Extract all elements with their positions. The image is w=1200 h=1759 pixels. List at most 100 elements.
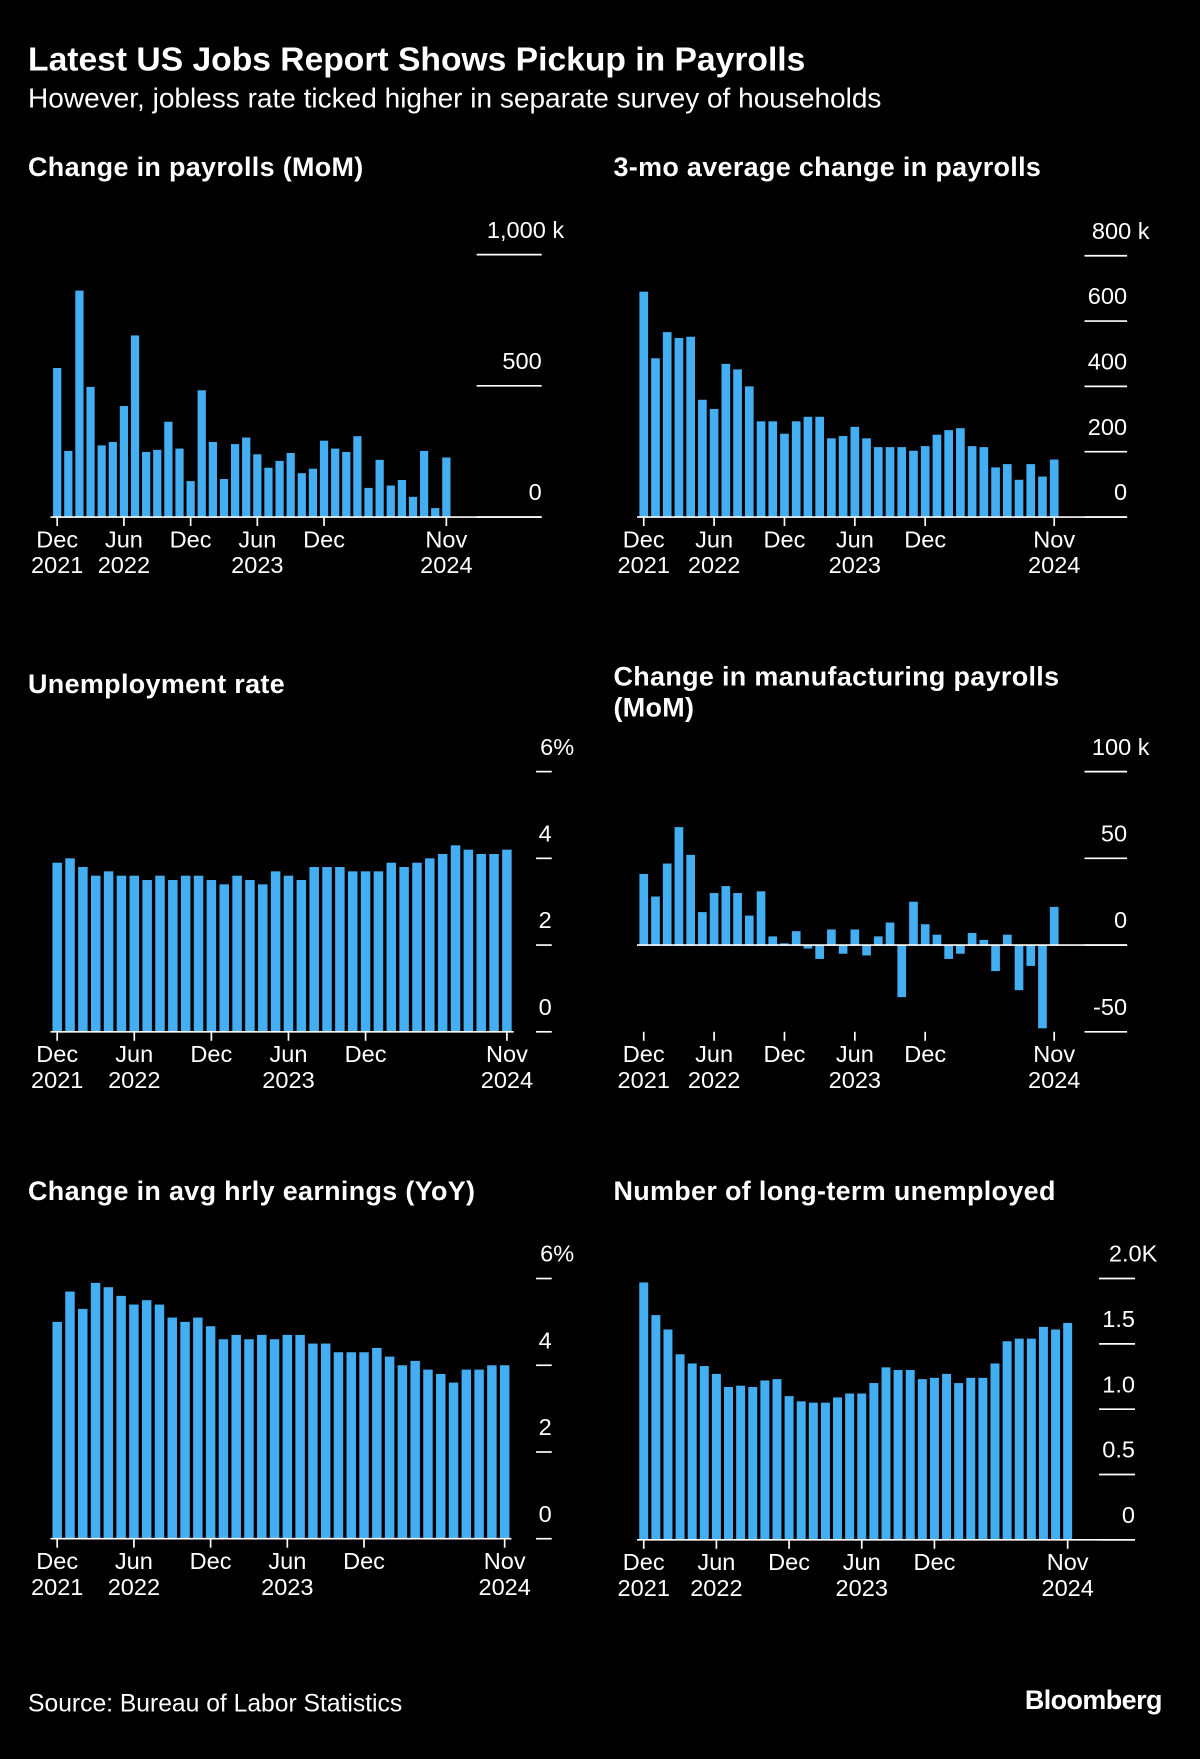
bar xyxy=(270,871,281,1032)
bar xyxy=(791,931,801,946)
bar xyxy=(942,1373,952,1540)
x-tick-label: Dec xyxy=(904,527,947,553)
bar xyxy=(1014,945,1024,991)
bar xyxy=(990,1363,1000,1540)
y-tick-label: 0.5 xyxy=(1102,1437,1135,1463)
bar xyxy=(639,291,649,518)
bar xyxy=(474,1369,484,1539)
x-tick-label-box: Jun 2022 xyxy=(108,1042,160,1094)
bar xyxy=(1049,459,1059,518)
bar xyxy=(476,854,486,1032)
bar xyxy=(1051,1329,1061,1540)
x-tick-label: Dec xyxy=(904,1041,947,1068)
x-tick-label-box: Jun 2022 xyxy=(688,1042,740,1094)
y-tick-label: 2 xyxy=(539,907,552,933)
bar xyxy=(86,386,95,518)
x-tick-label: Dec xyxy=(343,1548,385,1575)
bar xyxy=(65,1291,75,1539)
bar xyxy=(881,1367,891,1540)
x-tick-label: Dec 2021 xyxy=(30,1548,84,1601)
bar xyxy=(308,468,318,518)
bar xyxy=(75,290,84,518)
bar xyxy=(364,487,373,518)
bar xyxy=(711,1373,721,1540)
bar xyxy=(342,451,351,518)
bar xyxy=(815,945,824,959)
panel-title-box: Change in manufacturing payrolls (MoM) xyxy=(613,662,1059,724)
bar xyxy=(827,438,836,518)
bar xyxy=(833,1397,843,1540)
bar xyxy=(897,945,907,998)
y-tick-label: 0 xyxy=(529,479,542,505)
bar xyxy=(119,406,129,518)
bar xyxy=(436,1373,446,1539)
panel-title-box: 3-mo average change in payrolls xyxy=(613,153,1040,183)
bar xyxy=(359,1352,369,1539)
bar xyxy=(245,880,255,1032)
bar xyxy=(967,446,977,518)
y-tick-label: 1,000 k xyxy=(487,217,564,243)
bar xyxy=(857,1393,867,1540)
x-tick-label-box: Nov 2024 xyxy=(481,1042,533,1094)
x-tick-label-box: Jun 2023 xyxy=(828,1041,882,1094)
bar xyxy=(744,386,754,518)
bar xyxy=(116,1295,126,1539)
bar xyxy=(709,893,719,946)
bar xyxy=(845,1393,855,1540)
x-tick-label-box: Nov 2024 xyxy=(1028,1042,1080,1094)
x-tick-label-box: Dec xyxy=(343,1548,385,1575)
bar xyxy=(1063,1322,1073,1540)
x-tick-label-box: Dec 2021 xyxy=(30,1548,84,1601)
bar xyxy=(297,473,306,518)
bar xyxy=(437,854,448,1032)
bar xyxy=(218,1339,229,1539)
x-tick-label: Dec xyxy=(913,1549,956,1576)
bar xyxy=(944,430,953,518)
bar xyxy=(90,1282,101,1539)
bar xyxy=(420,450,429,518)
bar xyxy=(180,875,191,1032)
bar xyxy=(639,1282,649,1540)
y-tick-label: -50 xyxy=(1093,994,1127,1020)
panel-title-box: Number of long-term unemployed xyxy=(613,1176,1055,1206)
bar xyxy=(791,421,801,518)
x-tick-label-box: Jun 2023 xyxy=(231,527,283,579)
x-tick-label: Dec 2021 xyxy=(30,527,84,579)
bar xyxy=(258,884,268,1032)
bar xyxy=(230,444,240,518)
bar xyxy=(932,434,942,518)
bar xyxy=(803,416,813,518)
bar xyxy=(862,438,871,518)
bar xyxy=(308,1343,318,1539)
y-tick-label: 0 xyxy=(1114,907,1127,933)
bar xyxy=(772,1379,782,1540)
bar xyxy=(820,1402,830,1540)
x-tick-label-box: Nov 2024 xyxy=(478,1549,530,1601)
y-tick-label: 0 xyxy=(539,994,552,1020)
x-tick-label: Nov 2024 xyxy=(1041,1549,1094,1602)
bar xyxy=(448,1382,459,1539)
bar xyxy=(193,875,204,1032)
y-tick-label: 200 xyxy=(1088,414,1127,440)
y-tick-label: 1.5 xyxy=(1102,1306,1135,1332)
bar xyxy=(1002,464,1012,518)
bar xyxy=(967,932,977,946)
bar xyxy=(893,1369,903,1540)
x-tick-label: Jun 2023 xyxy=(828,1041,882,1094)
bar xyxy=(164,421,173,518)
x-tick-label: Jun 2023 xyxy=(262,1041,315,1094)
panel-title-box: Change in payrolls (MoM) xyxy=(28,153,363,183)
bar xyxy=(1026,1338,1036,1540)
bar xyxy=(954,1383,964,1540)
bar xyxy=(932,934,942,946)
x-tick-label: Dec xyxy=(763,527,806,553)
bar xyxy=(64,450,73,518)
bar xyxy=(699,1366,709,1540)
x-tick-label-box: Nov 2024 xyxy=(420,527,472,579)
bar xyxy=(347,871,358,1032)
x-tick-label-box: Jun 2022 xyxy=(688,527,740,579)
y-tick-label: 0 xyxy=(1114,479,1127,505)
y-tick-label: 400 xyxy=(1088,349,1127,375)
y-tick-label: 100 k xyxy=(1092,734,1150,760)
